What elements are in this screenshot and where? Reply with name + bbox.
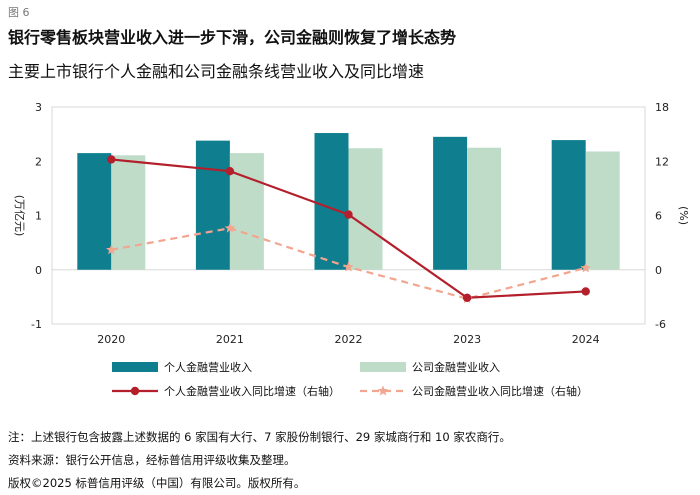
legend-swatch-marker (377, 385, 389, 396)
x-tick-label: 2024 (572, 333, 600, 346)
left-axis-tick-label: 3 (35, 101, 42, 114)
footnotes: 注：上述银行包含披露上述数据的 6 家国有大行、7 家股份制银行、29 家城商行… (8, 426, 511, 495)
right-axis-title: (%) (677, 206, 690, 225)
retail-growth-point (225, 166, 235, 176)
x-tick-label: 2022 (335, 333, 363, 346)
retail-revenue-bar (77, 153, 112, 270)
chart-subtitle: 主要上市银行个人金融和公司金融条线营业收入及同比增速 (8, 62, 425, 81)
left-axis-tick-label: 0 (35, 264, 42, 277)
left-axis-tick-label: 1 (35, 210, 42, 223)
legend-label: 公司金融营业收入 (412, 360, 500, 374)
note-text: 注：上述银行包含披露上述数据的 6 家国有大行、7 家股份制银行、29 家城商行… (8, 430, 511, 444)
copyright-text: 版权©2025 标普信用评级（中国）有限公司。版权所有。 (8, 476, 306, 490)
retail-growth-point (462, 293, 472, 302)
corporate-revenue-bar (229, 153, 264, 270)
legend-label: 个人金融营业收入 (164, 360, 252, 374)
retail-growth-point (581, 287, 590, 296)
retail-revenue-bar (314, 133, 349, 270)
retail-revenue-bar (551, 140, 586, 270)
x-tick-label: 2021 (216, 333, 244, 346)
retail-growth-point (344, 210, 353, 219)
x-tick-label: 2023 (453, 333, 481, 346)
x-tick-label: 2020 (97, 333, 125, 346)
page-title: 银行零售板块营业收入进一步下滑，公司金融则恢复了增长态势 (8, 28, 457, 47)
retail-revenue-bar (195, 140, 230, 270)
right-axis-tick-label: 6 (655, 210, 662, 223)
left-axis-title: (万亿元) (13, 195, 26, 237)
plot-frame (51, 106, 646, 325)
left-axis-tick-label: 2 (35, 155, 42, 168)
corporate-growth-point (224, 222, 236, 233)
corporate-revenue-bar (111, 155, 146, 270)
corporate-growth-point (106, 244, 117, 255)
legend-swatch-bar (360, 362, 406, 372)
legend-swatch-bar (112, 362, 158, 372)
source-text: 资料来源：银行公开信息，经标普信用评级收集及整理。 (8, 453, 296, 467)
left-axis-tick-label: -1 (31, 318, 42, 331)
legend-label: 个人金融营业收入同比增速（右轴） (164, 384, 340, 398)
corporate-revenue-bar (348, 148, 383, 270)
right-axis-tick-label: 12 (655, 155, 669, 168)
corporate-revenue-bar (585, 151, 620, 270)
right-axis-tick-label: -6 (655, 318, 666, 331)
corporate-growth-point (343, 261, 354, 272)
right-axis-tick-label: 0 (655, 264, 662, 277)
legend-swatch-marker (130, 386, 140, 396)
legend-label: 公司金融营业收入同比增速（右轴） (412, 384, 588, 398)
retail-growth-point (107, 155, 116, 164)
retail-revenue-bar (433, 136, 468, 270)
right-axis-tick-label: 18 (655, 101, 669, 114)
corporate-growth-point (580, 262, 591, 273)
figure-label: 图 6 (8, 6, 30, 19)
corporate-revenue-bar (467, 147, 502, 270)
